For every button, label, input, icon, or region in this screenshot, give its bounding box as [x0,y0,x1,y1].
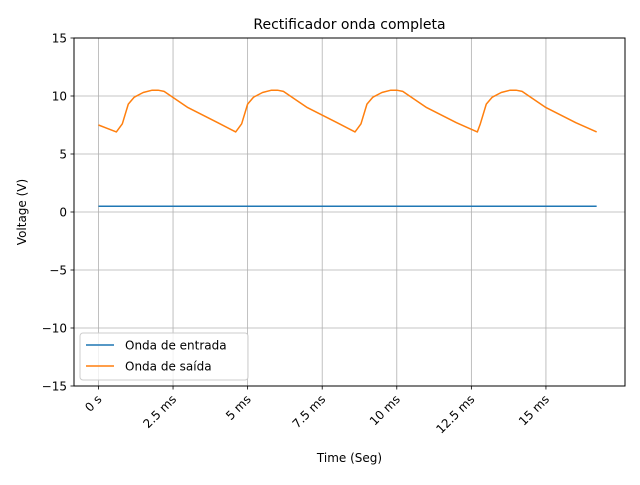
legend-label: Onda de entrada [125,339,227,353]
y-tick-label: 15 [52,32,67,46]
legend-box [79,332,249,381]
y-tick-label: 10 [52,90,67,104]
chart-title: Rectificador onda completa [253,17,445,33]
grid-layer [74,37,625,387]
y-tick-label: −15 [42,380,67,394]
legend: Onda de entrada Onda de saída [79,332,249,381]
y-tick-label: 0 [59,206,67,220]
x-axis-label: Time (Seg) [316,451,382,465]
y-tick-label: −10 [42,322,67,336]
legend-label: Onda de saída [125,360,212,374]
series-layer [98,89,597,207]
y-tick-label: 5 [59,148,67,162]
y-axis-label: Voltage (V) [15,179,29,245]
series-line-output [98,89,597,133]
y-tick-label: −5 [49,264,67,278]
